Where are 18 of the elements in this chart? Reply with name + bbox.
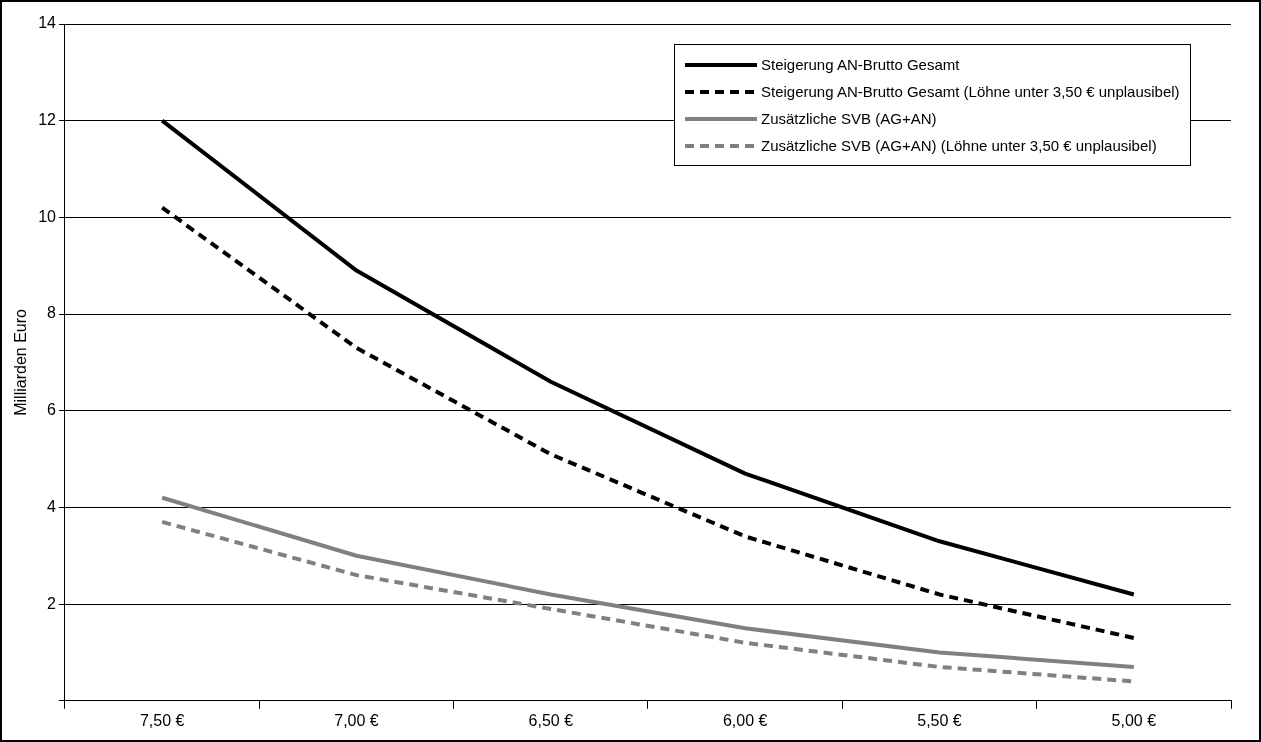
y-axis-title: Milliarden Euro [12,308,30,416]
x-tick-label: 5,00 € [1111,711,1157,729]
legend-label: Steigerung AN-Brutto Gesamt (Löhne unter 3,50 € unplausibel) [761,83,1180,100]
y-tick-label: 6 [47,401,57,419]
y-tick-label: 10 [38,207,57,225]
y-tick-label: 4 [47,497,57,515]
y-tick-label: 14 [38,14,57,32]
x-tick-label: 6,00 € [722,711,768,729]
y-tick-label: 12 [38,111,57,129]
x-tick-label: 7,50 € [139,711,185,729]
y-tick-label: 2 [47,594,57,612]
x-tick-label: 7,00 € [334,711,379,729]
x-tick-label: 5,50 € [917,711,962,729]
legend-label: Steigerung AN-Brutto Gesamt [761,56,960,73]
legend-label: Zusätzliche SVB (AG+AN) (Löhne unter 3,50 € unplausibel) [761,137,1157,154]
legend-label: Zusätzliche SVB (AG+AN) [761,110,937,127]
y-tick-label: 8 [47,304,57,322]
x-tick-label: 6,50 € [528,711,574,729]
